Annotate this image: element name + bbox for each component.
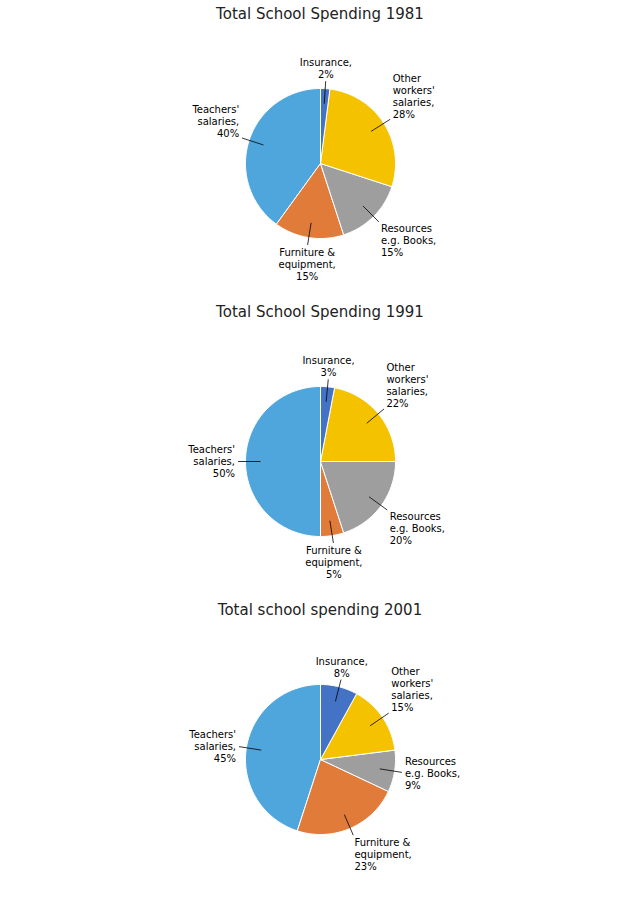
svg-text:Insurance,3%: Insurance,3% <box>302 355 354 378</box>
svg-text:Insurance,2%: Insurance,2% <box>300 57 352 80</box>
svg-text:Furniture &equipment,5%: Furniture &equipment,5% <box>305 545 362 580</box>
html-text:Total School Spending 1991: Total School Spending 1991 <box>216 303 424 321</box>
svg-text:Otherworkers'salaries,28%: Otherworkers'salaries,28% <box>393 73 435 120</box>
svg-text:Insurance,8%: Insurance,8% <box>316 656 368 679</box>
svg-text:Teachers'salaries,45%: Teachers'salaries,45% <box>188 729 236 764</box>
html-text:Total school spending 2001: Total school spending 2001 <box>217 601 423 619</box>
svg-text:Resourcese.g. Books,15%: Resourcese.g. Books,15% <box>381 223 436 258</box>
svg-text:Furniture &equipment,15%: Furniture &equipment,15% <box>278 247 335 282</box>
svg-text:Resourcese.g. Books,20%: Resourcese.g. Books,20% <box>390 511 445 546</box>
html-text:Total School Spending 1981: Total School Spending 1981 <box>216 5 424 23</box>
svg-text:Teachers'salaries,40%: Teachers'salaries,40% <box>191 104 239 139</box>
svg-text:Furniture &equipment,23%: Furniture &equipment,23% <box>354 837 411 872</box>
svg-text:Teachers'salaries,50%: Teachers'salaries,50% <box>187 444 235 479</box>
svg-text:Resourcese.g. Books,9%: Resourcese.g. Books,9% <box>405 756 460 791</box>
svg-text:Otherworkers'salaries,15%: Otherworkers'salaries,15% <box>391 666 433 713</box>
svg-text:Otherworkers'salaries,22%: Otherworkers'salaries,22% <box>386 362 428 409</box>
